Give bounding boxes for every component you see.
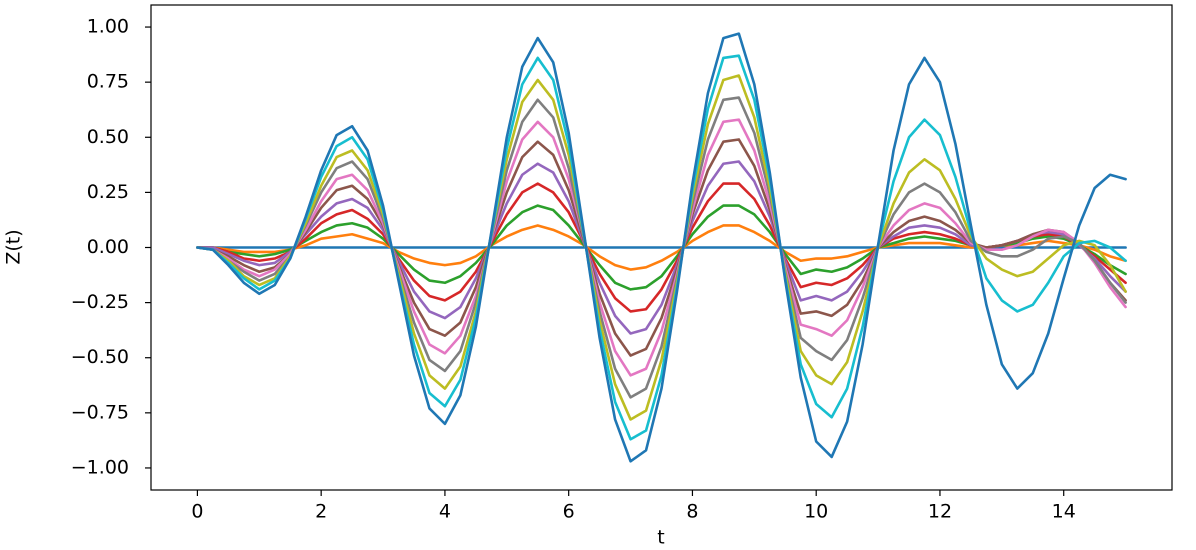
series-line bbox=[196, 118, 1127, 377]
x-tick-label: 14 bbox=[1052, 501, 1076, 523]
y-tick-label: 0.25 bbox=[87, 181, 129, 203]
x-tick-label: 4 bbox=[439, 501, 451, 523]
y-tick-label: −0.50 bbox=[71, 346, 129, 368]
x-tick-label: 6 bbox=[563, 501, 575, 523]
series-line bbox=[196, 160, 1127, 335]
y-tick-label: −0.75 bbox=[71, 401, 129, 423]
y-tick-label: 0.50 bbox=[87, 126, 129, 148]
y-tick-label: −1.00 bbox=[71, 456, 129, 478]
y-tick-label: 1.00 bbox=[87, 16, 129, 38]
x-tick-label: 10 bbox=[804, 501, 828, 523]
y-tick-label: −0.25 bbox=[71, 291, 129, 313]
series-line bbox=[196, 224, 1127, 271]
series-line bbox=[196, 74, 1127, 421]
x-tick-label: 12 bbox=[928, 501, 952, 523]
x-tick-label: 2 bbox=[315, 501, 327, 523]
series-line bbox=[196, 96, 1127, 399]
series-line bbox=[196, 32, 1127, 463]
x-axis-label: t bbox=[657, 527, 664, 549]
x-tick-label: 8 bbox=[686, 501, 698, 523]
y-tick-label: 0.75 bbox=[87, 71, 129, 93]
x-tick-label: 0 bbox=[191, 501, 203, 523]
y-tick-label: 0.00 bbox=[87, 236, 129, 258]
y-axis-label: Z(t) bbox=[3, 229, 25, 264]
